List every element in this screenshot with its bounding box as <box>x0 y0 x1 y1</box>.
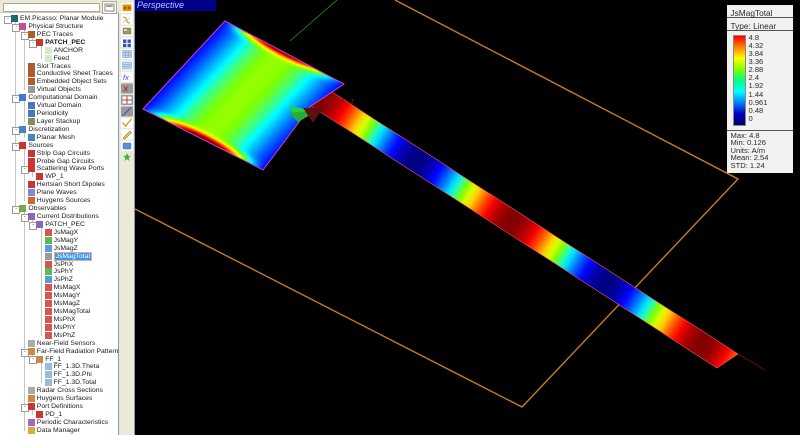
svg-text:X: X <box>123 85 128 94</box>
svg-text:fx: fx <box>123 73 129 82</box>
svg-text:PORT_1: PORT_1 <box>325 97 354 106</box>
